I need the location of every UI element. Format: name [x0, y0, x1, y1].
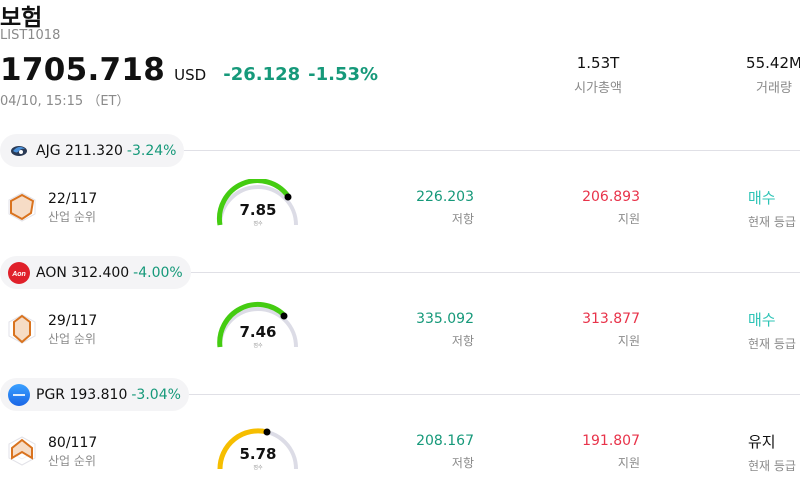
divider — [183, 150, 800, 151]
stock-chip-pgr[interactable]: PGR 193.810 -3.04% — [0, 378, 189, 411]
volume-stat: 55.42M 거래량 — [724, 54, 800, 96]
ticker-change-pct: -4.00% — [133, 264, 183, 281]
industry-rank-radar-icon — [8, 436, 36, 466]
ticker-price: AON 312.400 — [36, 264, 130, 281]
divider — [188, 394, 800, 395]
score-gauge-arc-icon — [216, 178, 298, 226]
score-gauge: 5.78 점수 — [214, 423, 304, 473]
industry-rank-label: 산업 순위 — [48, 332, 96, 346]
score-value: 7.85 — [239, 201, 277, 219]
resistance-value: 335.092 — [416, 311, 474, 327]
volume-label: 거래량 — [756, 81, 792, 96]
resistance-label: 저항 — [451, 334, 474, 348]
resistance: 335.092 저항 — [380, 311, 474, 349]
price-change-pct: -1.53% — [308, 64, 379, 85]
resistance-value: 226.203 — [416, 189, 474, 205]
current-rating: 유지 현재 등급 — [748, 431, 800, 474]
score-value: 7.46 — [239, 323, 277, 341]
industry-rank-radar-icon — [8, 192, 36, 222]
industry-rank-value: 22/117 — [48, 191, 98, 207]
industry-rank: 80/117 산업 순위 — [48, 435, 97, 469]
support-value: 191.807 — [582, 433, 640, 449]
pgr-logo-icon — [8, 383, 30, 406]
timestamp: 04/10, 15:15 （ET） — [0, 94, 130, 109]
price-change: -26.128 — [223, 64, 301, 85]
svg-text:Aon: Aon — [11, 271, 26, 278]
volume-value: 55.42M — [746, 54, 800, 72]
stock-chip-aon[interactable]: Aon AON 312.400 -4.00% — [0, 256, 191, 289]
support: 206.893 지원 — [546, 189, 640, 227]
rating-value: 매수 — [748, 311, 776, 329]
support-label: 지원 — [617, 212, 640, 226]
index-code: LIST1018 — [0, 28, 61, 43]
current-rating: 매수 현재 등급 — [748, 187, 800, 230]
stock-card-ajg: AJG 211.320 -3.24% 22/117 산업 순위 7.85 점수 … — [0, 134, 800, 246]
industry-rank-label: 산업 순위 — [48, 454, 96, 468]
resistance-value: 208.167 — [416, 433, 474, 449]
industry-rank-radar-icon — [8, 314, 36, 344]
currency: USD — [174, 66, 207, 84]
price-row: 1705.718 USD -26.128 -1.53% — [0, 52, 378, 88]
industry-rank-value: 29/117 — [48, 313, 98, 329]
score-gauge-arc-icon — [217, 428, 298, 470]
support-label: 지원 — [617, 334, 640, 348]
resistance-label: 저항 — [451, 212, 474, 226]
rating-value: 유지 — [748, 433, 776, 451]
industry-rank: 29/117 산업 순위 — [48, 313, 97, 347]
stock-card-aon: Aon AON 312.400 -4.00% 29/117 산업 순위 7.46… — [0, 256, 800, 368]
score-label: 점수 — [253, 343, 263, 349]
resistance: 226.203 저항 — [380, 189, 474, 227]
rating-label: 현재 등급 — [748, 459, 796, 473]
score-label: 점수 — [253, 465, 263, 471]
ticker-price: PGR 193.810 — [36, 386, 128, 403]
support-value: 313.877 — [582, 311, 640, 327]
current-rating: 매수 현재 등급 — [748, 309, 800, 352]
score-value: 5.78 — [239, 445, 277, 463]
stock-chip-ajg[interactable]: AJG 211.320 -3.24% — [0, 134, 185, 167]
resistance: 208.167 저항 — [380, 433, 474, 471]
score-gauge-arc-icon — [217, 301, 298, 348]
support: 191.807 지원 — [546, 433, 640, 471]
ticker-change-pct: -3.04% — [131, 386, 181, 403]
current-price: 1705.718 — [0, 52, 166, 88]
page-title: 보험 — [0, 5, 43, 31]
support-label: 지원 — [617, 456, 640, 470]
score-gauge: 7.85 점수 — [214, 178, 304, 229]
support-value: 206.893 — [582, 189, 640, 205]
market-cap-value: 1.53T — [576, 54, 620, 72]
rating-label: 현재 등급 — [748, 337, 796, 351]
ticker-change-pct: -3.24% — [126, 142, 177, 159]
industry-rank-label: 산업 순위 — [48, 210, 96, 224]
rating-label: 현재 등급 — [748, 215, 796, 229]
stock-card-pgr: PGR 193.810 -3.04% 80/117 산업 순위 5.78 점수 … — [0, 378, 800, 488]
score-label: 점수 — [253, 221, 263, 227]
resistance-label: 저항 — [451, 456, 474, 470]
score-gauge: 7.46 점수 — [214, 301, 304, 351]
industry-rank-value: 80/117 — [48, 435, 98, 451]
rating-value: 매수 — [748, 189, 776, 207]
ajg-logo-icon — [8, 140, 30, 162]
ticker-price: AJG 211.320 — [36, 142, 123, 159]
industry-rank: 22/117 산업 순위 — [48, 191, 97, 225]
market-cap-label: 시가총액 — [574, 81, 622, 96]
market-cap-stat: 1.53T 시가총액 — [548, 54, 648, 96]
support: 313.877 지원 — [546, 311, 640, 349]
aon-logo-icon: Aon — [8, 261, 30, 284]
divider — [188, 272, 800, 273]
